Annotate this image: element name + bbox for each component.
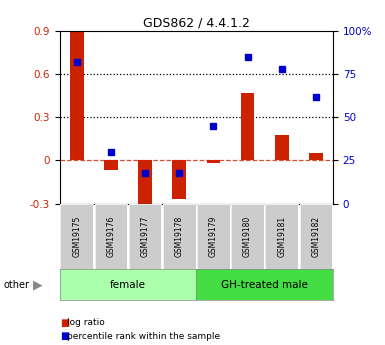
Text: GSM19182: GSM19182 (311, 216, 320, 257)
Text: GSM19177: GSM19177 (141, 216, 150, 257)
Bar (275, 135, 289, 160)
Title: GDS862 / 4.4.1.2: GDS862 / 4.4.1.2 (143, 17, 250, 30)
Bar (241, 93, 254, 160)
Text: ■: ■ (60, 318, 69, 327)
Bar (70, 31, 84, 160)
Text: GSM19175: GSM19175 (72, 216, 81, 257)
Text: GH-treated male: GH-treated male (221, 280, 308, 289)
Text: ■: ■ (60, 332, 69, 341)
Text: GSM19176: GSM19176 (106, 216, 115, 257)
Text: other: other (4, 280, 30, 289)
Bar (104, 160, 118, 170)
Text: percentile rank within the sample: percentile rank within the sample (67, 332, 221, 341)
Bar (138, 160, 152, 206)
Bar (172, 160, 186, 199)
Text: GSM19179: GSM19179 (209, 216, 218, 257)
Bar (207, 160, 220, 163)
Text: GSM19181: GSM19181 (277, 216, 286, 257)
Text: GSM19180: GSM19180 (243, 216, 252, 257)
Text: log ratio: log ratio (67, 318, 105, 327)
Text: GSM19178: GSM19178 (175, 216, 184, 257)
Text: female: female (110, 280, 146, 289)
Bar (309, 153, 323, 160)
Text: ▶: ▶ (33, 278, 42, 291)
